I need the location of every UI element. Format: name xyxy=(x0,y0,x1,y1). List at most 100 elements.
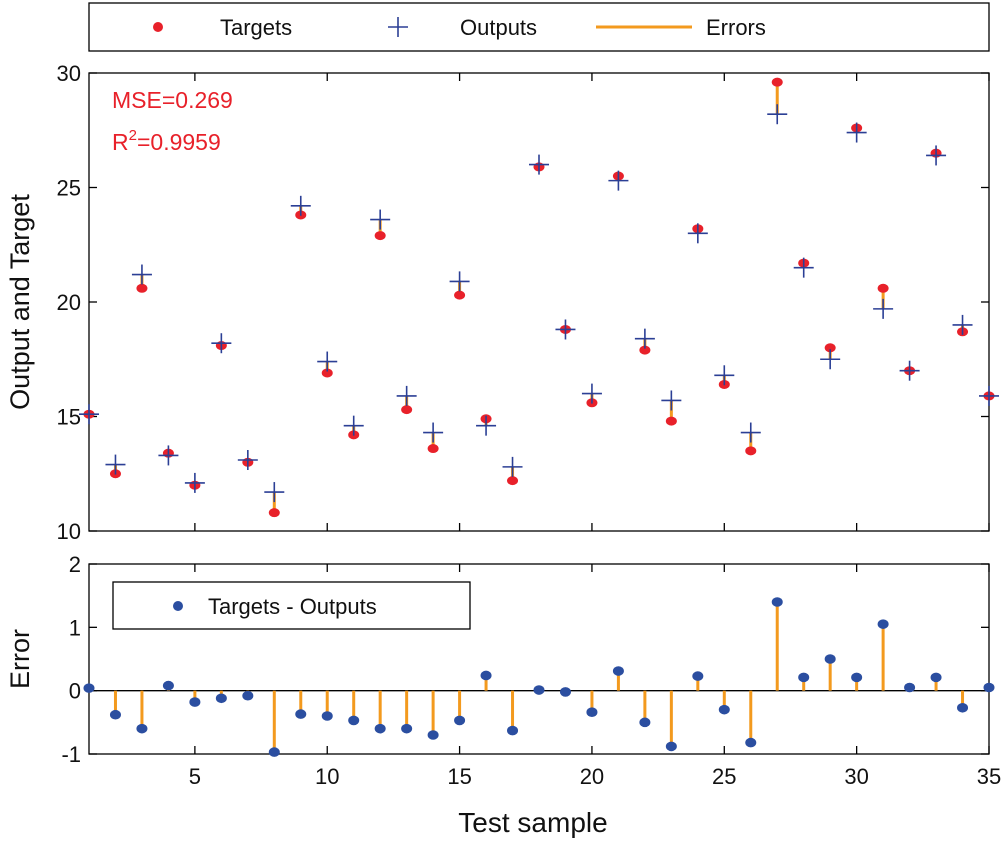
output-point xyxy=(846,122,867,143)
output-point xyxy=(820,349,841,370)
legend-diff-marker xyxy=(173,601,183,611)
top-y-tick-label: 15 xyxy=(57,405,81,430)
legend-outputs-label: Outputs xyxy=(460,15,537,40)
diff-point xyxy=(851,672,863,683)
diff-point xyxy=(321,711,333,721)
diff-point xyxy=(771,597,783,607)
output-point xyxy=(634,328,655,349)
diff-point xyxy=(930,672,942,683)
target-point xyxy=(136,283,148,293)
diff-point xyxy=(268,747,280,757)
top-legend-box xyxy=(88,2,990,52)
bottom-x-tick-label: 10 xyxy=(315,764,339,789)
diff-point xyxy=(454,715,466,726)
diff-point xyxy=(745,737,757,748)
output-point xyxy=(423,422,444,443)
bottom-y-tick-label: 1 xyxy=(69,615,81,640)
diff-point xyxy=(586,707,598,717)
output-point xyxy=(370,209,391,230)
output-point xyxy=(264,482,285,503)
diff-point xyxy=(215,693,227,704)
output-point xyxy=(476,415,497,436)
top-y-tick-label: 30 xyxy=(57,61,81,86)
output-point xyxy=(714,365,735,386)
output-point xyxy=(793,257,814,278)
top-y-tick-label: 25 xyxy=(57,176,81,201)
top-y-tick-label: 20 xyxy=(57,290,81,315)
output-point xyxy=(873,298,894,319)
bottom-x-tick-label: 30 xyxy=(844,764,868,789)
top-plot-frame xyxy=(88,72,990,532)
top-y-axis-label: Output and Target xyxy=(5,194,35,410)
target-point xyxy=(268,508,280,518)
output-point xyxy=(211,333,232,354)
diff-point xyxy=(401,723,413,734)
diff-point xyxy=(162,680,174,691)
output-point xyxy=(131,264,152,285)
target-point xyxy=(427,444,439,454)
diff-point xyxy=(189,697,201,707)
target-point xyxy=(507,476,519,486)
output-point xyxy=(105,454,126,475)
output-point xyxy=(290,195,311,216)
diff-point xyxy=(877,619,889,629)
diff-point xyxy=(533,685,545,695)
top-plot: 10 15 20 25 30 MSE=0.269 R2=0.9959 xyxy=(57,61,999,544)
diff-point xyxy=(427,730,439,740)
diff-point xyxy=(957,702,969,713)
output-point xyxy=(608,170,629,191)
output-point xyxy=(79,404,99,425)
x-axis-label: Test sample xyxy=(458,807,607,838)
bottom-y-axis-label: Error xyxy=(5,629,35,689)
output-point xyxy=(529,154,549,175)
bottom-x-tick-label: 5 xyxy=(189,764,201,789)
diff-point xyxy=(348,715,360,726)
diff-point xyxy=(612,666,624,676)
bottom-legend: Targets - Outputs xyxy=(112,581,471,630)
target-point xyxy=(374,231,386,241)
output-point xyxy=(979,385,999,406)
diff-point xyxy=(824,654,836,664)
bottom-y-tick-label: 2 xyxy=(69,552,81,577)
legend-errors-label: Errors xyxy=(706,15,766,40)
target-point xyxy=(771,77,783,87)
target-point xyxy=(745,446,757,456)
target-point xyxy=(665,416,677,426)
diff-point xyxy=(718,704,730,715)
target-point xyxy=(824,343,836,353)
r2-annotation: R2=0.9959 xyxy=(112,127,221,155)
diff-point xyxy=(983,682,995,693)
target-point xyxy=(639,345,651,355)
legend-diff-label: Targets - Outputs xyxy=(208,594,377,619)
target-point xyxy=(321,368,333,378)
output-point xyxy=(952,314,973,335)
output-point xyxy=(158,445,179,466)
diff-point xyxy=(242,690,254,701)
output-point xyxy=(449,271,470,292)
bottom-diff-points xyxy=(83,597,995,757)
output-point xyxy=(396,385,417,406)
diff-point xyxy=(295,709,307,719)
diff-point xyxy=(83,683,95,693)
output-point xyxy=(661,390,682,411)
bottom-y-tick-label: -1 xyxy=(61,742,81,767)
bottom-x-tick-label: 25 xyxy=(712,764,736,789)
output-point xyxy=(237,450,258,471)
diff-point xyxy=(692,671,704,681)
output-point xyxy=(899,360,920,381)
bottom-x-tick-label: 35 xyxy=(977,764,1001,789)
diff-point xyxy=(559,687,571,697)
output-point xyxy=(555,319,576,340)
output-point xyxy=(926,145,947,166)
diff-point xyxy=(665,741,677,752)
diff-point xyxy=(904,682,916,693)
diff-point xyxy=(798,672,810,683)
top-output-points xyxy=(79,104,999,503)
bottom-x-tick-label: 15 xyxy=(447,764,471,789)
diff-point xyxy=(639,717,651,728)
diff-point xyxy=(136,723,148,734)
top-y-tick-label: 10 xyxy=(57,519,81,544)
